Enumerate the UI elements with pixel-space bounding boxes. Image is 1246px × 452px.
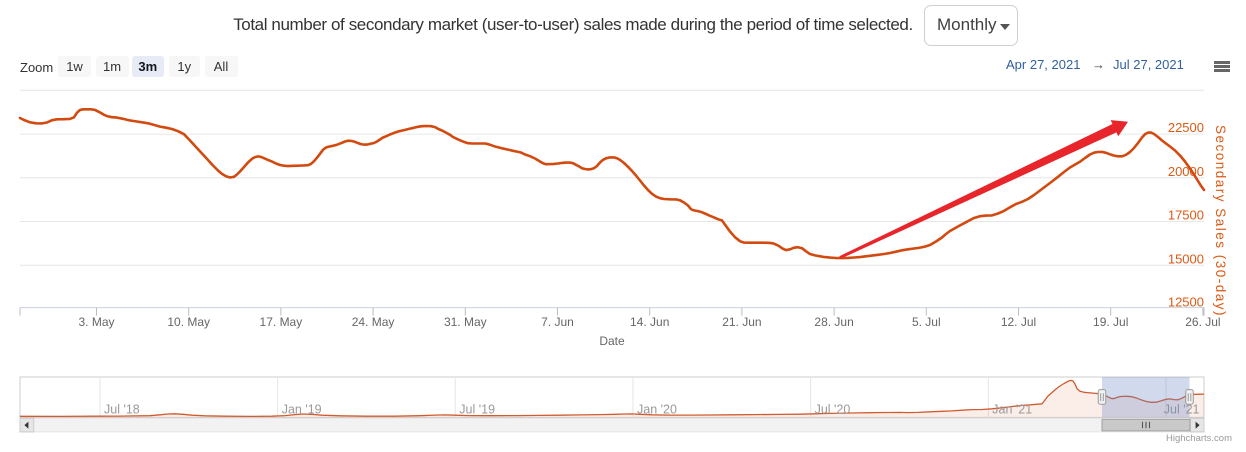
svg-text:14. Jun: 14. Jun bbox=[630, 315, 669, 329]
svg-text:Secondary Sales (30-day): Secondary Sales (30-day) bbox=[1213, 125, 1228, 317]
svg-text:Date: Date bbox=[599, 334, 625, 348]
svg-text:15000: 15000 bbox=[1168, 251, 1204, 266]
svg-text:28. Jun: 28. Jun bbox=[814, 315, 853, 329]
svg-text:22500: 22500 bbox=[1168, 120, 1204, 135]
svg-text:Jan '20: Jan '20 bbox=[637, 403, 677, 417]
svg-text:Jan '21: Jan '21 bbox=[992, 403, 1032, 417]
svg-text:Highcharts.com: Highcharts.com bbox=[1166, 433, 1232, 444]
svg-text:Jul '21: Jul '21 bbox=[1164, 403, 1200, 417]
svg-text:12. Jul: 12. Jul bbox=[1001, 315, 1036, 329]
svg-text:20000: 20000 bbox=[1168, 164, 1204, 179]
svg-text:10. May: 10. May bbox=[167, 315, 210, 329]
svg-text:24. May: 24. May bbox=[352, 315, 395, 329]
svg-text:7. Jun: 7. Jun bbox=[541, 315, 574, 329]
svg-text:17500: 17500 bbox=[1168, 208, 1204, 223]
svg-text:17. May: 17. May bbox=[260, 315, 303, 329]
svg-text:31. May: 31. May bbox=[444, 315, 487, 329]
svg-text:Jan '19: Jan '19 bbox=[282, 403, 322, 417]
svg-text:26. Jul: 26. Jul bbox=[1185, 315, 1220, 329]
svg-text:Jul '19: Jul '19 bbox=[459, 403, 495, 417]
svg-text:3. May: 3. May bbox=[78, 315, 114, 329]
svg-text:12500: 12500 bbox=[1168, 295, 1204, 310]
svg-text:19. Jul: 19. Jul bbox=[1093, 315, 1128, 329]
svg-text:21. Jun: 21. Jun bbox=[722, 315, 761, 329]
svg-text:5. Jul: 5. Jul bbox=[912, 315, 941, 329]
svg-text:Jul '20: Jul '20 bbox=[815, 403, 851, 417]
svg-text:Jul '18: Jul '18 bbox=[104, 403, 140, 417]
